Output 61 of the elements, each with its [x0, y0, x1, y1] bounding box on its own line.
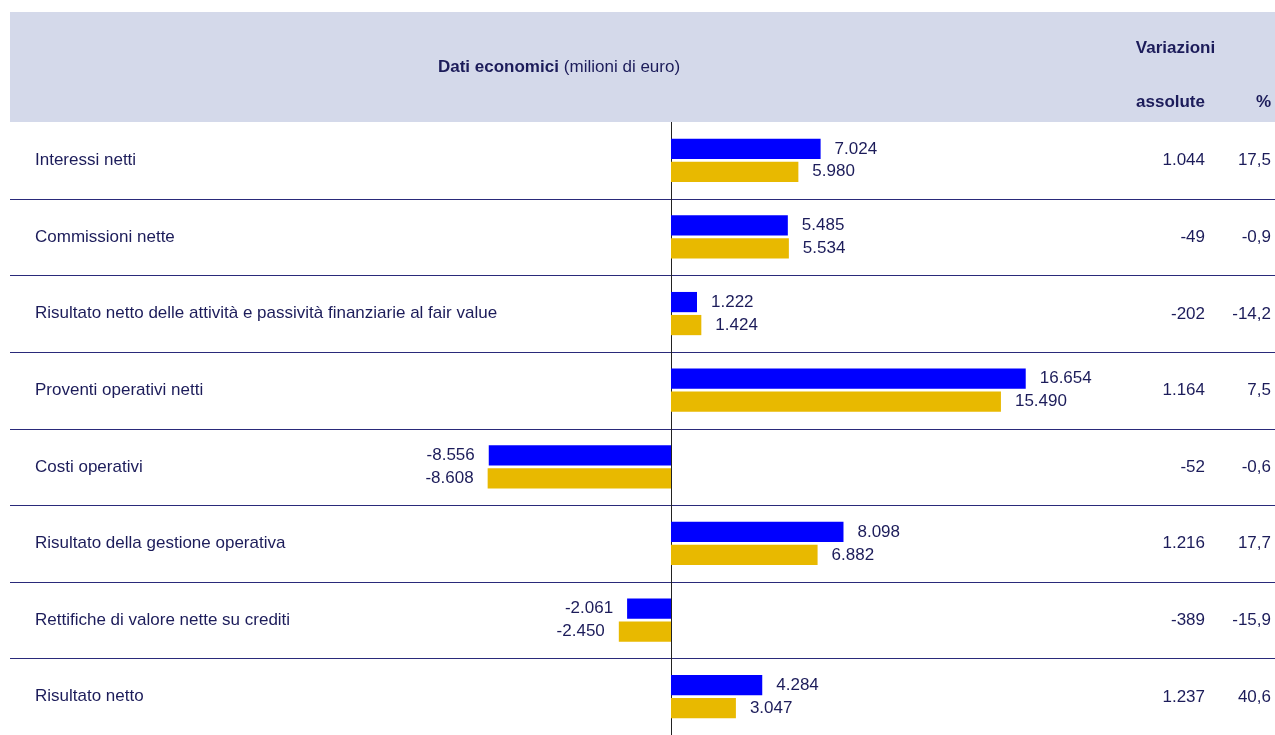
text: Variazioni — [1134, 38, 1217, 58]
category-label: % — [1255, 92, 1271, 112]
data-label: -2.061 — [564, 598, 614, 618]
data-label: 3.047 — [749, 697, 793, 717]
bar — [487, 468, 671, 489]
text: -52 — [1180, 456, 1205, 477]
text: -0,9 — [1241, 226, 1271, 247]
data-label: 5.485 — [801, 215, 845, 235]
text: 1.216 — [1162, 533, 1205, 554]
bar — [671, 161, 799, 182]
text: 17,7 — [1237, 533, 1271, 554]
bar — [671, 215, 788, 236]
data-label: -2.450 — [556, 621, 605, 641]
chart-title: Dati economici — [437, 57, 559, 77]
y-tick-label: Risultato netto — [35, 686, 144, 706]
y-tick-label: Risultato della gestione operativa — [35, 533, 286, 553]
bar — [671, 698, 736, 719]
bar — [627, 598, 671, 619]
text: 1.164 — [1162, 380, 1205, 401]
data-label: 1.424 — [715, 314, 758, 334]
data-label: 6.882 — [831, 544, 875, 564]
data-label: -8.556 — [426, 445, 475, 465]
data-label: 1.222 — [711, 291, 754, 311]
bar — [671, 675, 763, 696]
y-tick-label: Interessi netti — [35, 150, 137, 169]
bar — [671, 368, 1026, 389]
bar — [671, 138, 821, 159]
data-label: 5.534 — [802, 238, 846, 258]
y-tick-label: Costi operativi — [35, 456, 143, 476]
y-tick-label: Proventi operativi netti — [35, 379, 204, 399]
y-tick-label: Rettifiche di valore nette su crediti — [35, 609, 291, 629]
text: -49 — [1180, 226, 1205, 247]
y-tick-label: Commissioni nette — [35, 226, 175, 246]
text: 1.044 — [1162, 150, 1205, 171]
data-label: -8.608 — [425, 467, 474, 487]
text: -389 — [1170, 610, 1205, 631]
data-label: 15.490 — [1014, 391, 1067, 411]
chart-subtitle: (milioni di euro) — [563, 57, 681, 77]
bar — [618, 621, 671, 642]
data-label: 7.024 — [834, 138, 878, 158]
data-label: 8.098 — [857, 521, 901, 541]
text: -15,9 — [1232, 610, 1271, 631]
text: -14,2 — [1232, 303, 1271, 324]
text: 1.237 — [1162, 686, 1205, 707]
bar — [671, 314, 702, 336]
bar — [671, 544, 818, 566]
bar — [671, 238, 789, 259]
text: 40,6 — [1237, 686, 1271, 707]
bar — [488, 445, 671, 466]
bar — [671, 391, 1001, 412]
text: 17,5 — [1237, 150, 1271, 171]
text: -202 — [1170, 303, 1205, 324]
category-label: assolute — [1136, 92, 1205, 112]
data-label: 16.654 — [1039, 368, 1092, 388]
data-label: 4.284 — [776, 674, 819, 694]
bar — [671, 291, 698, 313]
bar — [671, 521, 844, 543]
y-tick-label: Risultato netto delle attività e passività finanziarie al fair value — [35, 303, 498, 323]
text: 7,5 — [1247, 380, 1271, 401]
text: -0,6 — [1241, 456, 1271, 477]
data-label: 5.980 — [812, 161, 855, 181]
